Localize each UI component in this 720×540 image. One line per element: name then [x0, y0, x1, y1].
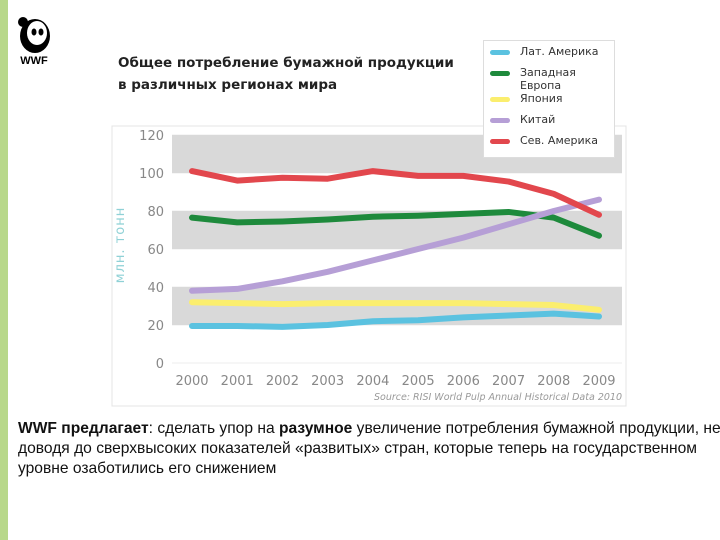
chart-title: в различных регионах мира — [118, 77, 337, 93]
legend-label: Лат. Америка — [520, 45, 599, 58]
x-tick-label: 2001 — [221, 374, 254, 389]
x-tick-label: 2000 — [175, 374, 208, 389]
legend-label: Китай — [520, 113, 556, 126]
x-tick-label: 2002 — [266, 374, 299, 389]
footer-segment: разумное — [278, 420, 353, 437]
chart-title: Общее потребление бумажной продукции — [118, 55, 454, 71]
legend-swatch — [490, 50, 510, 55]
x-tick-label: 2008 — [537, 374, 570, 389]
chart-frame — [111, 125, 627, 407]
x-tick-label: 2006 — [447, 374, 480, 389]
x-tick-label: 2004 — [356, 374, 389, 389]
y-tick-label: 0 — [156, 357, 164, 372]
legend-item: Китай — [490, 113, 608, 134]
y-tick-label: 100 — [139, 167, 164, 182]
x-tick-label: 2009 — [582, 374, 615, 389]
logo: WWF — [18, 17, 50, 67]
y-tick-label: 40 — [147, 281, 164, 296]
source: Source: RISI World Pulp Annual Historica… — [374, 392, 622, 403]
series-line — [189, 196, 602, 294]
legend-item: Лат. Америка — [490, 45, 608, 66]
legend: Лат. Америка Западная Европа Япония Китай Се… — [483, 40, 615, 158]
x-tick-label: 2005 — [402, 374, 435, 389]
y-tick-label: 80 — [147, 205, 164, 220]
y-tick-label: 120 — [139, 129, 164, 144]
footer-text: WWF предлагает: сделать упор на разумное… — [18, 419, 720, 479]
legend-swatch — [490, 118, 510, 123]
bands — [172, 135, 622, 325]
legend-label: Сев. Америка — [520, 134, 599, 147]
logo-text: WWF — [20, 55, 48, 67]
legend-swatch — [490, 97, 510, 102]
legend-swatch — [490, 139, 510, 144]
side-bar — [0, 0, 8, 540]
footer-segment: WWF предлагает — [18, 420, 149, 437]
legend-label: Япония — [520, 92, 563, 105]
footer-segment: : сделать упор на — [148, 420, 279, 437]
y-tick-label: 60 — [147, 243, 164, 258]
y-axis-label: млн. тонн — [113, 207, 128, 283]
legend-label: Западная Европа — [520, 66, 576, 92]
x-tick-label: 2007 — [492, 374, 525, 389]
legend-swatch — [490, 71, 510, 76]
legend-item: Сев. Америка — [490, 134, 608, 155]
footer-segment: увеличение потребления бумажной продукци… — [18, 420, 720, 477]
x-tick-label: 2003 — [311, 374, 344, 389]
y-tick-label: 20 — [147, 319, 164, 334]
series-line — [189, 299, 602, 313]
legend-item: Япония — [490, 92, 608, 113]
legend-item: Западная Европа — [490, 66, 608, 92]
series-line — [189, 168, 602, 218]
series-line — [189, 310, 602, 330]
